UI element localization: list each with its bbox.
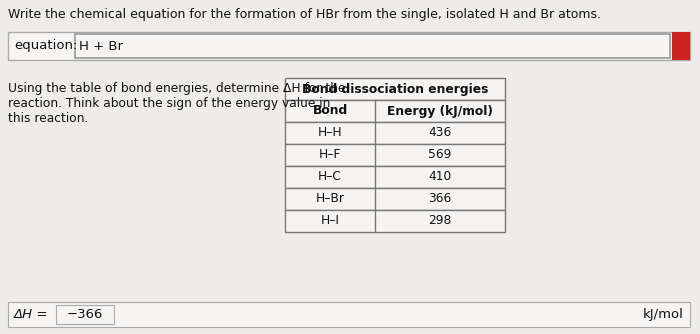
FancyBboxPatch shape bbox=[285, 210, 505, 232]
Text: H–Br: H–Br bbox=[316, 192, 344, 205]
Text: 410: 410 bbox=[428, 170, 452, 183]
Text: 436: 436 bbox=[428, 127, 452, 140]
Text: 298: 298 bbox=[428, 214, 452, 227]
FancyBboxPatch shape bbox=[285, 188, 505, 210]
FancyBboxPatch shape bbox=[285, 144, 505, 166]
FancyBboxPatch shape bbox=[75, 34, 670, 58]
Text: Energy (kJ/mol): Energy (kJ/mol) bbox=[387, 105, 493, 118]
Text: reaction. Think about the sign of the energy value in: reaction. Think about the sign of the en… bbox=[8, 97, 330, 110]
FancyBboxPatch shape bbox=[285, 166, 505, 188]
Text: H + Br: H + Br bbox=[79, 39, 123, 52]
Text: −366: −366 bbox=[66, 308, 103, 321]
FancyBboxPatch shape bbox=[285, 122, 505, 144]
Text: kJ/mol: kJ/mol bbox=[643, 308, 684, 321]
Text: equation:: equation: bbox=[14, 39, 78, 52]
Text: H–I: H–I bbox=[321, 214, 340, 227]
Text: 569: 569 bbox=[428, 149, 452, 162]
Text: 366: 366 bbox=[428, 192, 452, 205]
Text: H–H: H–H bbox=[318, 127, 342, 140]
Text: ΔH =: ΔH = bbox=[14, 308, 48, 321]
FancyBboxPatch shape bbox=[285, 100, 505, 122]
Text: Bond: Bond bbox=[312, 105, 348, 118]
FancyBboxPatch shape bbox=[285, 78, 505, 100]
Text: H–F: H–F bbox=[318, 149, 341, 162]
FancyBboxPatch shape bbox=[56, 305, 114, 324]
FancyBboxPatch shape bbox=[672, 32, 690, 60]
Text: Using the table of bond energies, determine ΔH for the: Using the table of bond energies, determ… bbox=[8, 82, 346, 95]
Text: Bond dissociation energies: Bond dissociation energies bbox=[302, 82, 488, 96]
Text: Write the chemical equation for the formation of HBr from the single, isolated H: Write the chemical equation for the form… bbox=[8, 8, 601, 21]
FancyBboxPatch shape bbox=[8, 302, 690, 327]
FancyBboxPatch shape bbox=[8, 32, 690, 60]
Text: this reaction.: this reaction. bbox=[8, 112, 88, 125]
Text: H–C: H–C bbox=[318, 170, 342, 183]
